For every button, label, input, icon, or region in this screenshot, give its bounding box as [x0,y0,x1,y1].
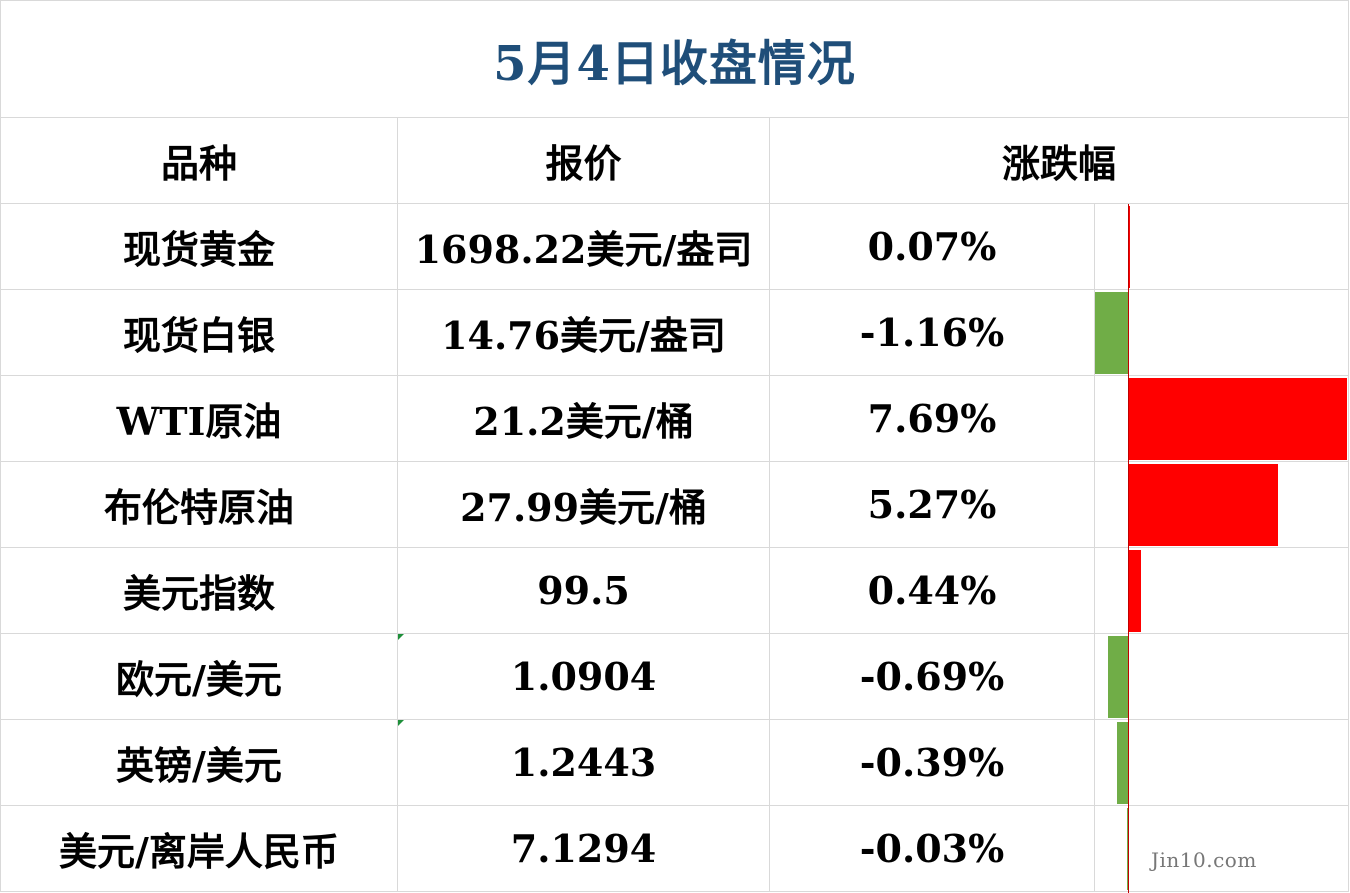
instrument-change: 0.44% [770,548,1095,634]
instrument-name: 欧元/美元 [0,634,398,720]
instrument-price: 99.5 [398,548,770,634]
table-row: WTI原油 21.2美元/桶 7.69% [0,376,1350,462]
change-bar-cell [1095,204,1349,290]
watermark: Jin10.com [1151,848,1257,872]
instrument-price: 21.2美元/桶 [398,376,770,462]
instrument-name: 布伦特原油 [0,462,398,548]
negative-change-bar [1094,292,1128,374]
table-row: 英镑/美元 1.2443 -0.39% [0,720,1350,806]
instrument-name: 现货白银 [0,290,398,376]
negative-change-bar [1116,722,1128,804]
negative-change-bar [1108,636,1128,718]
instrument-price: 1.2443 [398,720,770,806]
instrument-price: 1.0904 [398,634,770,720]
change-bar-cell [1095,634,1349,720]
instrument-change: 7.69% [770,376,1095,462]
cell-comment-marker [398,634,404,640]
change-bar-cell [1095,376,1349,462]
change-bar-cell [1095,720,1349,806]
table-row: 欧元/美元 1.0904 -0.69% [0,634,1350,720]
header-name: 品种 [0,118,398,204]
header-price: 报价 [398,118,770,204]
table-row: 美元指数 99.5 0.44% [0,548,1350,634]
change-bar-cell [1094,290,1349,376]
table-row: 现货黄金 1698.22美元/盎司 0.07% [0,204,1350,290]
instrument-name: 美元指数 [0,548,398,634]
instrument-price: 27.99美元/桶 [398,462,770,548]
header-change: 涨跌幅 [770,118,1349,204]
cell-comment-marker [398,720,404,726]
instrument-change: 5.27% [770,462,1095,548]
instrument-change: -0.03% [770,806,1095,892]
instrument-price: 1698.22美元/盎司 [398,204,770,290]
positive-change-bar [1128,378,1347,460]
instrument-name: 现货黄金 [0,204,398,290]
table-row: 布伦特原油 27.99美元/桶 5.27% [0,462,1350,548]
page-title: 5月4日收盘情况 [0,0,1349,118]
instrument-name: 美元/离岸人民币 [0,806,398,892]
instrument-change: -0.69% [770,634,1095,720]
instrument-change: 0.07% [770,204,1095,290]
table-header-row: 品种 报价 涨跌幅 [0,118,1350,204]
instrument-price: 7.1294 [398,806,770,892]
instrument-price: 14.76美元/盎司 [398,290,770,376]
change-bar-cell [1095,548,1349,634]
positive-change-bar [1128,464,1279,546]
negative-change-bar [1127,808,1128,890]
table-row: 现货白银 14.76美元/盎司 -1.16% [0,290,1350,376]
instrument-change: -1.16% [770,290,1095,376]
instrument-name: WTI原油 [0,376,398,462]
instrument-change: -0.39% [770,720,1095,806]
change-bar-cell [1095,462,1349,548]
instrument-name: 英镑/美元 [0,720,398,806]
table-row: 美元/离岸人民币 7.1294 -0.03% [0,806,1350,892]
change-bar-cell [1095,806,1349,892]
positive-change-bar [1128,550,1141,632]
bar-axis [1128,204,1129,893]
